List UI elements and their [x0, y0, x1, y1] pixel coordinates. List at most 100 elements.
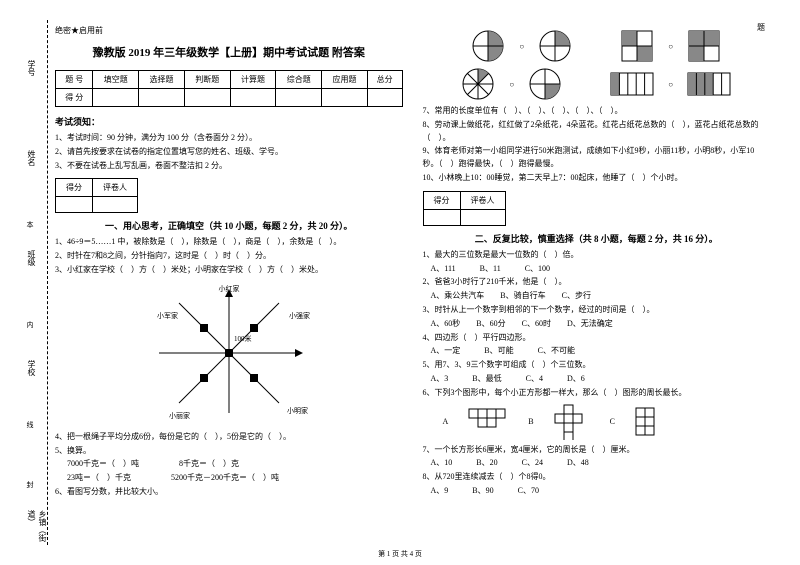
- opt-label: A: [443, 417, 449, 426]
- margin-sep: 线: [20, 420, 40, 430]
- square-grid-icon: [687, 29, 721, 63]
- option: A、一定 B、可能 C、不可能: [423, 345, 771, 358]
- compare-circle: ○: [668, 80, 673, 89]
- notice-line: 1、考试时间：90 分钟，满分为 100 分（含卷面分 2 分）。: [55, 132, 403, 145]
- question: 9、体育老师对第一小组同学进行50米跑测试，成绩如下小红9秒，小丽11秒，小明8…: [423, 145, 771, 171]
- section-score-box: 得分 评卷人: [55, 178, 138, 213]
- circle-half-icon: [471, 29, 505, 63]
- td: 评卷人: [93, 179, 138, 197]
- table-row: 题 号 填空题 选择题 判断题 计算题 综合题 应用题 总分: [56, 71, 403, 89]
- th: 综合题: [276, 71, 322, 89]
- question: 5、用7、3、9三个数字可组成（ ）个三位数。: [423, 359, 771, 372]
- conversion: 23吨＝（ ）千克 5200千克－200千克＝（ ）吨: [55, 472, 403, 485]
- option: A、60秒 B、60分 C、60时 D、无法确定: [423, 318, 771, 331]
- th: 计算题: [230, 71, 276, 89]
- question: 1、最大的三位数是最大一位数的（ ）倍。: [423, 249, 771, 262]
- td: 得 分: [56, 89, 93, 107]
- section2-title: 二、反复比较，慎重选择（共 8 小题，每题 2 分，共 16 分）。: [423, 232, 771, 245]
- question: 7、一个长方形长6厘米，宽4厘米，它的周长是（ ）厘米。: [423, 444, 771, 457]
- th: 选择题: [139, 71, 185, 89]
- circle-quarter-icon: [538, 29, 572, 63]
- th: 应用题: [322, 71, 368, 89]
- th: 总分: [367, 71, 402, 89]
- svg-text:小明家: 小明家: [287, 406, 308, 415]
- td: [230, 89, 276, 107]
- margin-label-class: 班级: [26, 250, 37, 266]
- question: 1、46÷9＝5……1 中，被除数是（ ），除数是（ ），商是（ ），余数是（ …: [55, 236, 403, 249]
- question: 8、劳动课上做纸花，红红做了2朵纸花，4朵蓝花。红花占纸花总数的（ ），蓝花占纸…: [423, 119, 771, 145]
- compare-circle: ○: [519, 42, 524, 51]
- margin-label-town: 乡镇（街道）: [26, 510, 48, 545]
- circle-quarter-icon: [528, 67, 562, 101]
- svg-text:小红家: 小红家: [218, 284, 239, 293]
- option: A、111 B、11 C、100: [423, 263, 771, 276]
- td: [322, 89, 368, 107]
- question: 5、换算。: [55, 445, 403, 458]
- question: 6、下列3个图形中，每个小正方形都一样大，那么（ ）图形的周长最长。: [423, 387, 771, 400]
- section1-title: 一、用心思考，正确填空（共 10 小题，每题 2 分，共 20 分）。: [55, 219, 403, 232]
- option: A、乘公共汽车 B、骑自行车 C、步行: [423, 290, 771, 303]
- compare-circle: ○: [509, 80, 514, 89]
- th: 题 号: [56, 71, 93, 89]
- shape-c-icon: [635, 407, 665, 437]
- margin-label-name: 姓名: [26, 150, 37, 166]
- section-score-box: 得分 评卷人: [423, 191, 506, 226]
- notice-line: 2、请首先按要求在试卷的指定位置填写您的姓名、班级、学号。: [55, 146, 403, 159]
- question: 8、从720里连续减去（ ）个8得0。: [423, 471, 771, 484]
- question: 3、时针从上一个数字到相邻的下一个数字，经过的时间是（ ）。: [423, 304, 771, 317]
- margin-label-id: 学号: [26, 60, 37, 76]
- compare-circle: ○: [668, 42, 673, 51]
- exam-title: 豫教版 2019 年三年级数学【上册】期中考试试题 附答案: [55, 44, 403, 60]
- margin-sep: 封: [20, 480, 40, 490]
- question: 2、时针在7和8之间，分针指向7，这时是（ ）时（ ）分。: [55, 250, 403, 263]
- td: 评卷人: [460, 191, 505, 209]
- page-footer: 第 1 页 共 4 页: [0, 549, 800, 559]
- shape-options: A B C: [423, 404, 771, 440]
- table-row: 得 分: [56, 89, 403, 107]
- margin-sep: 本: [20, 220, 40, 230]
- notice-line: 3、不要在试卷上乱写乱画，卷面不整洁扣 2 分。: [55, 160, 403, 173]
- direction-diagram: 小红家 小强家 小明家 小丽家 小军家 100米: [55, 283, 403, 425]
- score-table: 题 号 填空题 选择题 判断题 计算题 综合题 应用题 总分 得 分: [55, 70, 403, 107]
- shape-a-icon: [468, 408, 508, 436]
- binding-margin: 学号 姓名 班级 学校 乡镇（街道） 本 内 线 封: [8, 20, 48, 545]
- svg-text:100米: 100米: [234, 334, 252, 343]
- svg-text:小强家: 小强家: [289, 311, 310, 320]
- td: [184, 89, 230, 107]
- svg-text:小丽家: 小丽家: [169, 411, 190, 420]
- bar-fifth-icon: [687, 72, 731, 96]
- circle-eighth-icon: [461, 67, 495, 101]
- question: 6、看图写分数，并比较大小。: [55, 486, 403, 499]
- conversion: 7000千克＝（ ）吨 8千克＝（ ）克: [55, 458, 403, 471]
- page-content: 绝密★启用前 豫教版 2019 年三年级数学【上册】期中考试试题 附答案 题 号…: [0, 0, 800, 565]
- question: 4、把一根绳子平均分成6份，每份是它的（ ），5份是它的（ ）。: [55, 431, 403, 444]
- question: 4、四边形（ ）平行四边形。: [423, 332, 771, 345]
- right-column: ○ ○ ○ ○ 7、常用的长度单位有（ ）、（ ）、（ ）、（ ）、（ ）。 8…: [423, 25, 771, 550]
- td: [139, 89, 185, 107]
- left-column: 绝密★启用前 豫教版 2019 年三年级数学【上册】期中考试试题 附答案 题 号…: [55, 25, 403, 550]
- th: 判断题: [184, 71, 230, 89]
- confidential-label: 绝密★启用前: [55, 25, 403, 36]
- fraction-row1: ○ ○: [423, 29, 771, 63]
- question: 2、爸爸3小时行了210千米，他是（ ）。: [423, 276, 771, 289]
- th: 填空题: [93, 71, 139, 89]
- opt-label: B: [528, 417, 533, 426]
- square-grid-icon: [620, 29, 654, 63]
- option: A、10 B、20 C、24 D、48: [423, 457, 771, 470]
- option: A、9 B、90 C、70: [423, 485, 771, 498]
- margin-label-school: 学校: [26, 360, 37, 376]
- margin-sep: 内: [20, 320, 40, 330]
- td: [367, 89, 402, 107]
- fraction-row2: ○ ○: [423, 67, 771, 101]
- question: 3、小红家在学校（ ）方（ ）米处；小明家在学校（ ）方（ ）米处。: [55, 264, 403, 277]
- opt-label: C: [610, 417, 615, 426]
- shape-b-icon: [554, 404, 590, 440]
- bar-fifth-icon: [610, 72, 654, 96]
- td: 得分: [423, 191, 460, 209]
- svg-text:小军家: 小军家: [157, 311, 178, 320]
- notice-title: 考试须知：: [55, 115, 403, 128]
- question: 10、小林晚上10：00睡觉，第二天早上7：00起床，他睡了（ ）个小时。: [423, 172, 771, 185]
- td: [276, 89, 322, 107]
- option: A、3 B、最低 C、4 D、6: [423, 373, 771, 386]
- td: 得分: [56, 179, 93, 197]
